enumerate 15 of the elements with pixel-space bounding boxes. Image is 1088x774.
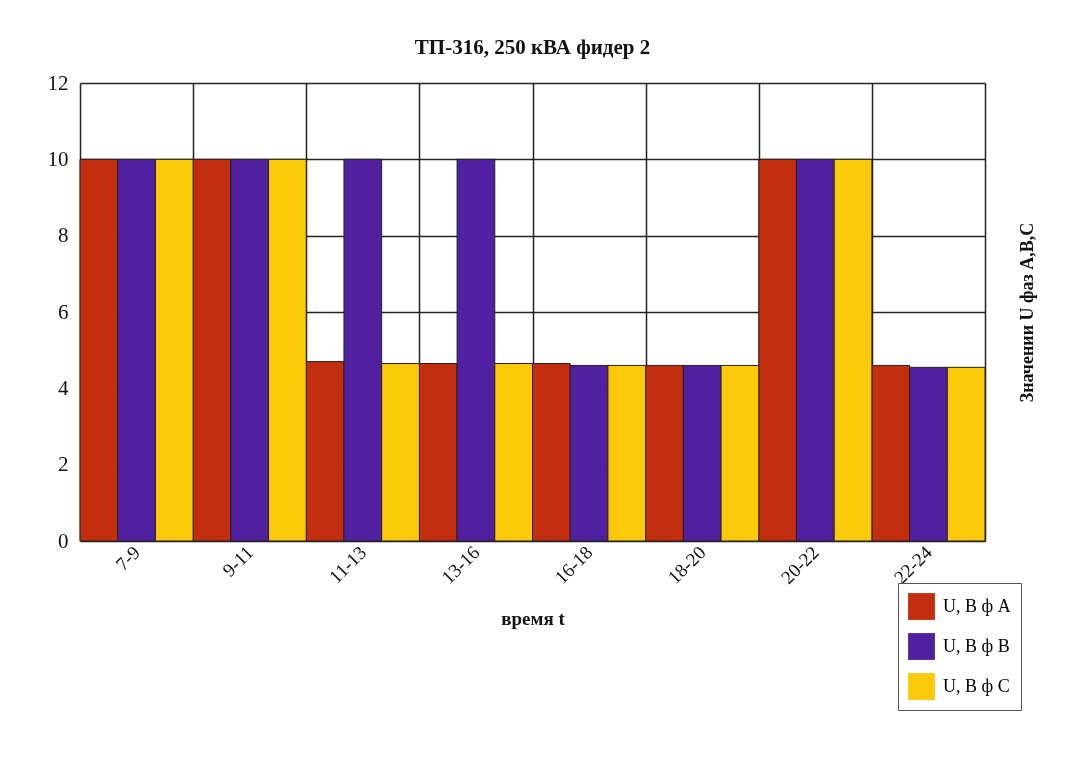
y-tick-label: 12: [47, 70, 69, 95]
y-tick-label: 4: [58, 375, 69, 400]
y-tick-label: 8: [58, 223, 69, 248]
legend-label: U, В ф А: [943, 595, 1011, 616]
x-tick-label: 9-11: [218, 541, 258, 581]
legend-label: U, В ф В: [943, 635, 1010, 656]
y-tick-label: 0: [58, 528, 69, 553]
y-tick-label: 10: [47, 146, 69, 171]
y-tick-label: 2: [58, 452, 69, 477]
x-tick-label: 7-9: [111, 541, 145, 575]
y-axis-title: Значении U фаз A,B,C: [1016, 222, 1037, 403]
legend-label: U, В ф С: [943, 675, 1010, 696]
chart-title: ТП-316, 250 кВА фидер 2: [414, 35, 651, 59]
x-axis-title: время t: [501, 607, 566, 629]
y-tick-label: 6: [58, 299, 69, 324]
